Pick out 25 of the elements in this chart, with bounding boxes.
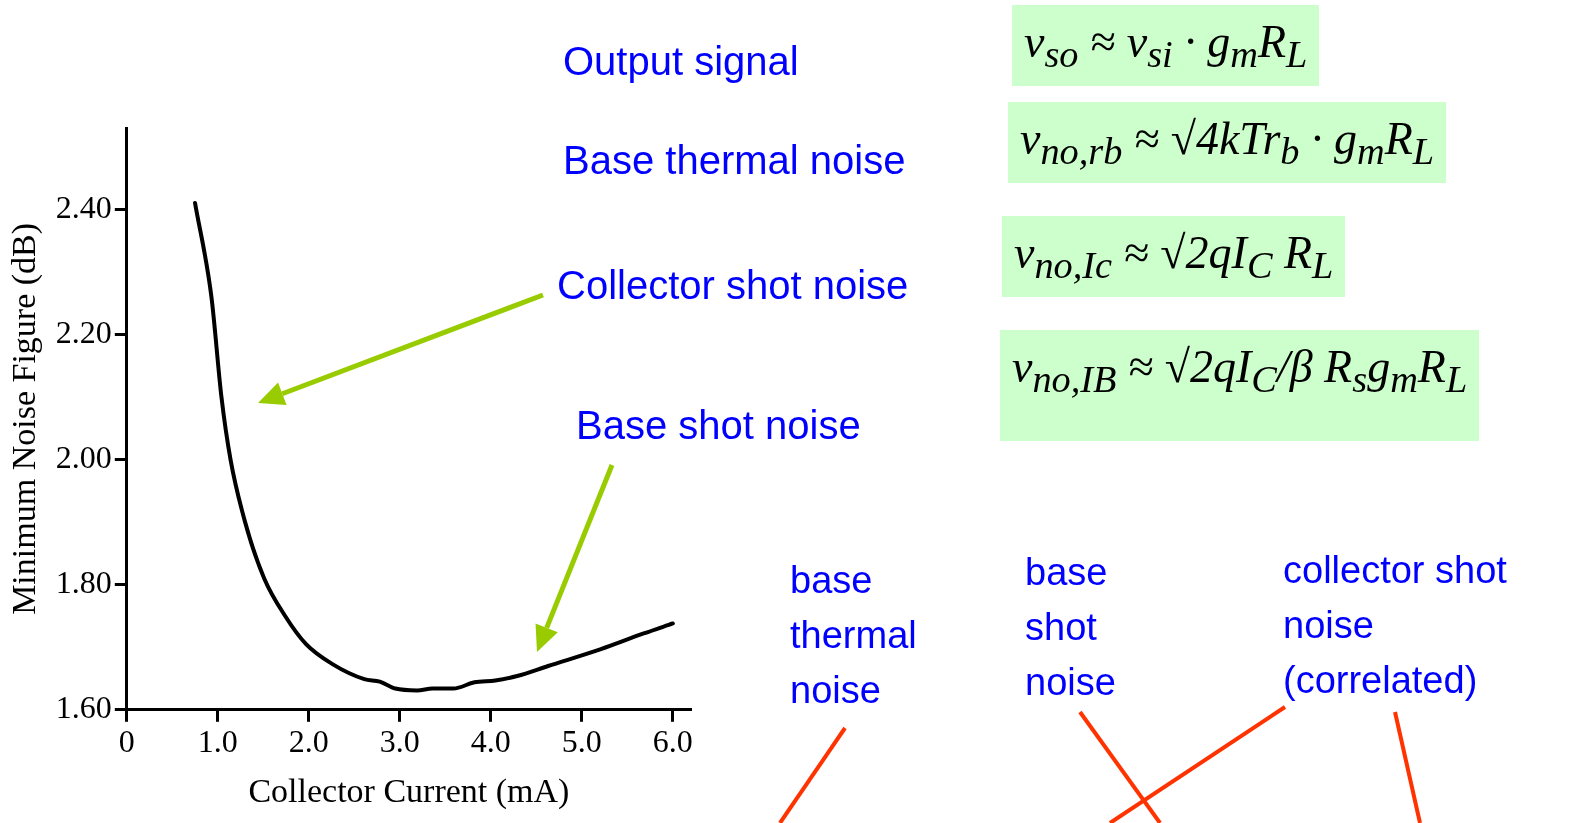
- x-tick-label: 3.0: [379, 723, 420, 760]
- y-tick-label: 2.40: [55, 188, 112, 225]
- x-tick-label: 0: [118, 723, 135, 760]
- x-tick-label: 5.0: [561, 723, 602, 760]
- text: collector shot noise (correlated): [1283, 548, 1508, 704]
- text: base thermal noise: [790, 558, 918, 714]
- y-axis-title: Minimum Noise Figure (dB): [5, 222, 44, 615]
- y-tick-label: 2.00: [55, 438, 112, 475]
- x-tick-label: 1.0: [197, 723, 238, 760]
- annotation: Base thermal noise: [563, 137, 906, 183]
- y-tick-label: 1.80: [55, 564, 112, 601]
- text: v$_{so}$ ≈ v$_{si}$ · g$_{m}$R$_{L}$: [1012, 5, 1320, 87]
- text: base shot noise: [1025, 550, 1117, 706]
- text: v$_{no,rb}$ ≈ √4kTr$_{b}$ · g$_{m}$R$_{L}$: [1008, 102, 1447, 184]
- annotation: Collector shot noise: [557, 262, 909, 308]
- y-tick-label: 2.20: [55, 313, 112, 350]
- text: v$_{no,IB}$ ≈ √2qI$_{C}$/β R$_{s}$g$_{m}$R$_{L}$: [1012, 341, 1468, 401]
- y-tick-label: 1.60: [55, 689, 112, 726]
- x-tick-label: 2.0: [288, 723, 329, 760]
- x-tick-label: 6.0: [652, 723, 693, 760]
- text: Output signal: [563, 38, 799, 84]
- annotation: Base shot noise: [576, 402, 861, 448]
- text: v$_{no,Ic}$ ≈ √2qI$_{C}$ R$_{L}$: [1002, 216, 1346, 298]
- x-tick-label: 4.0: [470, 723, 511, 760]
- x-axis-title: Collector Current (mA): [248, 771, 570, 810]
